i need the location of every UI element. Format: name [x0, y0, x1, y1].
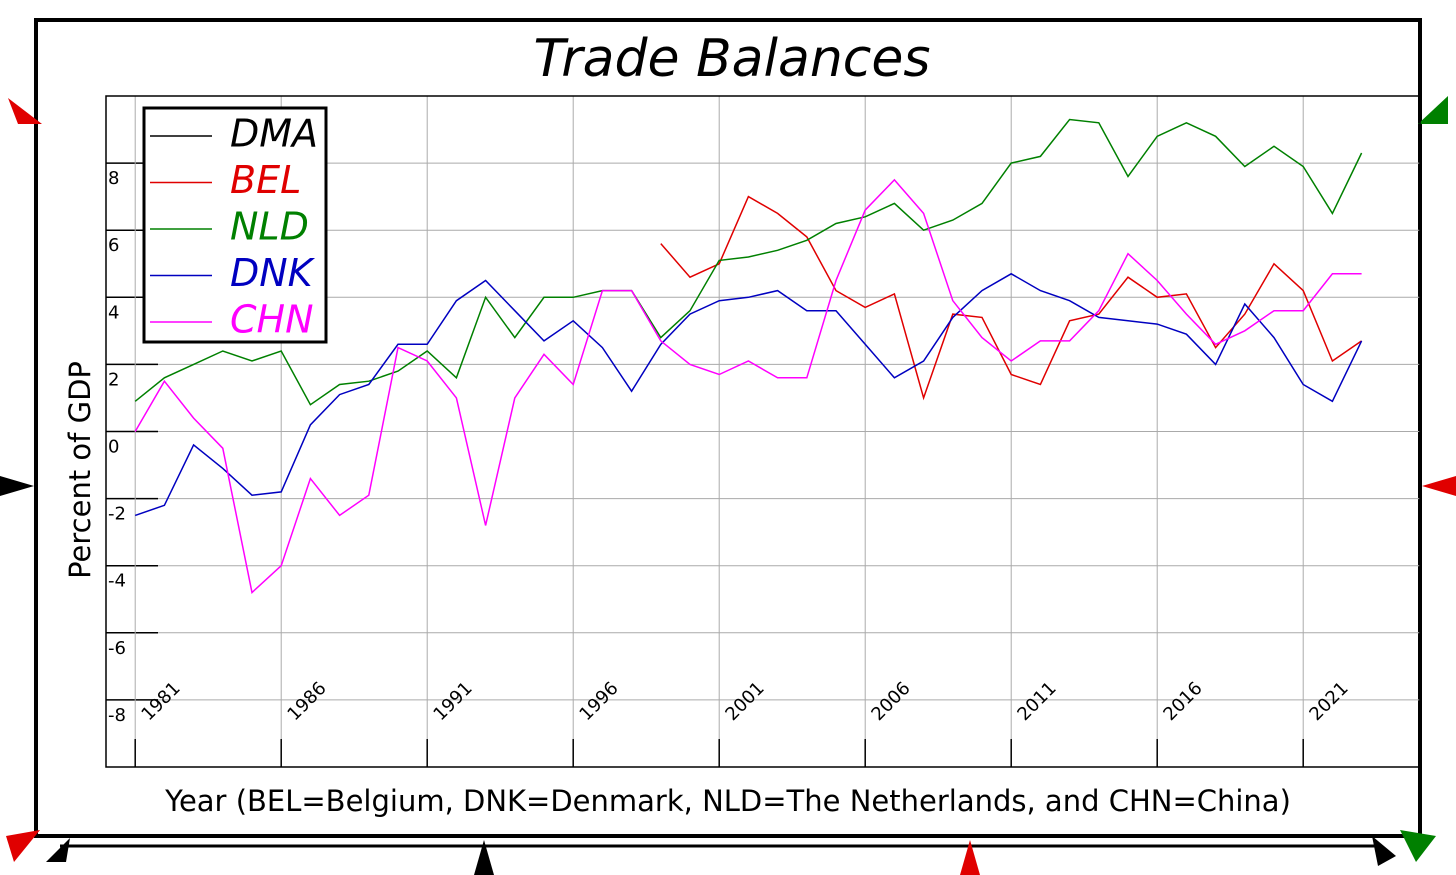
legend-label: DMA: [230, 112, 318, 156]
series-line: [134, 178, 1362, 594]
legend-label: CHN: [230, 298, 314, 342]
x-tick-label: 1986: [283, 678, 330, 725]
plot-area: [105, 95, 1421, 768]
x-tick-label: 1981: [137, 678, 184, 725]
y-tick-label: -4: [108, 571, 126, 592]
x-tick-label: 1991: [429, 678, 476, 725]
x-tick-label: 2001: [721, 678, 768, 725]
y-tick-label: -6: [108, 638, 126, 659]
legend-label: BEL: [230, 158, 301, 202]
x-tick-label: 2016: [1159, 678, 1206, 725]
legend-box: [142, 106, 328, 344]
handle: [46, 838, 70, 862]
handle: [474, 840, 494, 875]
y-tick-label: 0: [108, 437, 119, 458]
legend-label: DNK: [230, 251, 316, 295]
handle: [1422, 476, 1456, 496]
y-tick-label: -8: [108, 705, 126, 726]
y-tick-label: 6: [108, 235, 119, 256]
y-tick-label: 2: [108, 369, 119, 390]
x-tick-label: 2006: [867, 678, 914, 725]
y-tick-label: -2: [108, 504, 126, 525]
handle: [8, 98, 42, 124]
series-line: [134, 272, 1363, 517]
lines: [134, 118, 1363, 594]
handle: [1400, 830, 1436, 862]
x-axis-label: Year (BEL=Belgium, DNK=Denmark, NLD=The …: [164, 784, 1291, 818]
legend-label: NLD: [230, 205, 309, 249]
series-line: [660, 195, 1363, 401]
y-tick-label: 8: [108, 168, 119, 189]
handle: [1418, 96, 1448, 124]
y-axis-label: Percent of GDP: [63, 361, 97, 579]
series-line: [134, 118, 1363, 406]
y-tick-label: 4: [108, 302, 119, 323]
handle: [0, 476, 34, 496]
x-tick-label: 2021: [1305, 678, 1352, 725]
handle: [6, 830, 40, 862]
handle: [1372, 836, 1396, 866]
handle: [960, 840, 980, 875]
x-tick-label: 1996: [575, 678, 622, 725]
chart-title: Trade Balances: [534, 29, 931, 89]
x-tick-label: 2011: [1013, 678, 1060, 725]
